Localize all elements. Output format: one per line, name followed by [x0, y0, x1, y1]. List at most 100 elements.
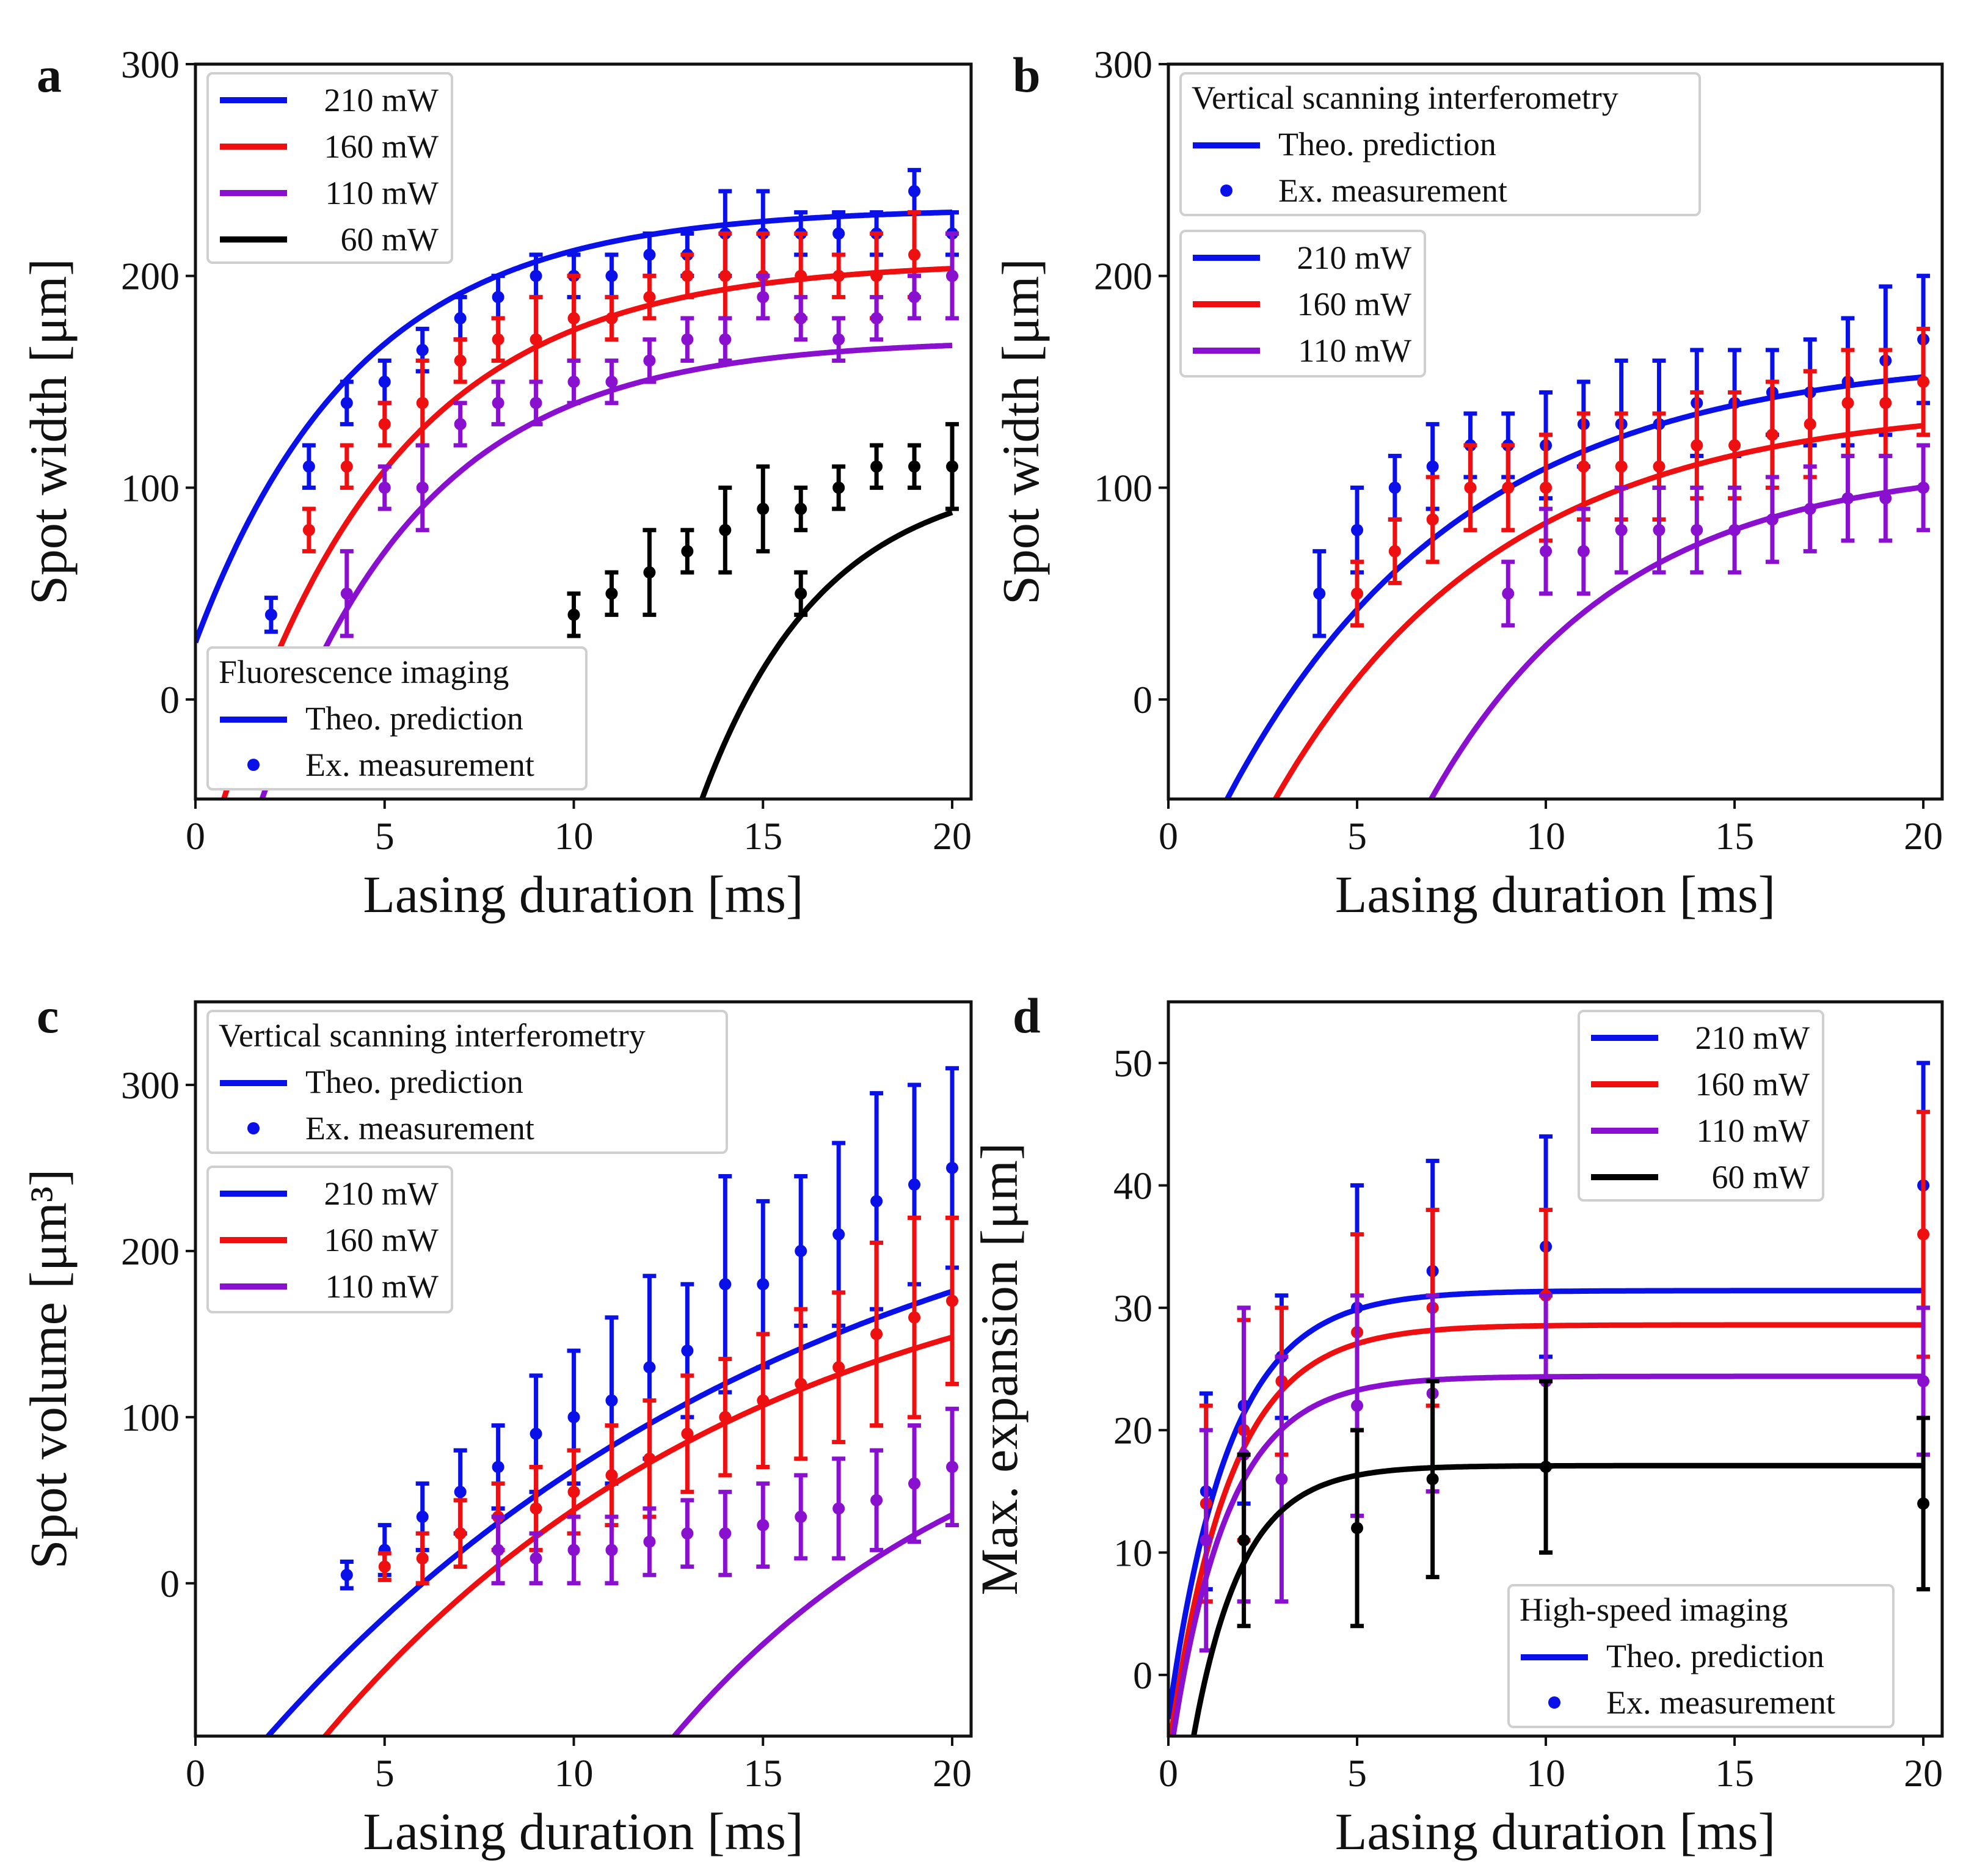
data-point — [643, 1535, 656, 1548]
data-point — [340, 460, 353, 473]
data-point — [681, 545, 694, 558]
x-axis-title: Lasing duration [ms] — [363, 1802, 803, 1861]
legend-power: 210 mW 160 mW 110 mW 60 mW — [206, 72, 453, 264]
data-point — [1351, 1522, 1364, 1535]
data-point — [567, 608, 580, 621]
data-point — [1841, 396, 1854, 409]
data-point — [1351, 1400, 1364, 1412]
x-axis-title: Lasing duration [ms] — [1335, 865, 1775, 924]
data-point — [492, 291, 504, 304]
data-point — [492, 333, 504, 346]
data-point — [340, 1569, 353, 1582]
legend-label: Ex. measurement — [1606, 1684, 1835, 1721]
x-tick-label: 10 — [1526, 814, 1565, 858]
legend-method: Fluorescence imaging Theo. prediction Ex. … — [206, 646, 588, 790]
legend-title: High-speed imaging — [1520, 1591, 1788, 1628]
data-point — [1653, 460, 1666, 473]
data-point — [1917, 376, 1930, 389]
legend-marker — [247, 1122, 260, 1134]
legend-title: Fluorescence imaging — [219, 654, 509, 690]
data-point — [1464, 481, 1477, 494]
x-tick-label: 15 — [743, 814, 782, 858]
y-tick-label: 10 — [1113, 1531, 1152, 1575]
legend-frame — [206, 72, 453, 264]
legend-title: Vertical scanning interferometry — [1192, 79, 1618, 116]
legend-label: Theo. prediction — [1278, 126, 1496, 162]
data-point — [643, 291, 656, 304]
legend-method: Vertical scanning interferometry Theo. pr… — [1179, 72, 1701, 216]
x-tick-label: 5 — [375, 814, 395, 858]
data-point — [605, 1544, 618, 1557]
data-point — [643, 354, 656, 367]
legend-label: 210 mW — [324, 82, 439, 119]
data-point — [416, 481, 429, 494]
data-point — [1502, 587, 1515, 600]
data-point — [719, 1527, 732, 1540]
data-point — [378, 481, 391, 494]
x-tick-label: 20 — [1904, 814, 1943, 858]
axis-frame — [1167, 62, 1944, 801]
series-110mW — [1428, 443, 1931, 799]
y-tick-label: 0 — [160, 1562, 180, 1605]
panel-letter: d — [1013, 988, 1041, 1043]
data-point — [908, 460, 921, 473]
legend-label: Ex. measurement — [305, 1110, 534, 1147]
legend-label: Theo. prediction — [305, 700, 523, 737]
x-tick-label: 5 — [1347, 1751, 1367, 1795]
data-point — [1313, 587, 1326, 600]
panel-d: d 0 5 10 15 20 0 10 20 30 40 50 Lasing duration [ms]… — [970, 988, 1944, 1861]
legend-label: 60 mW — [1712, 1159, 1810, 1195]
y-axis-title: Spot volume [μm³] — [19, 1169, 78, 1569]
legend-label: 160 mW — [1695, 1066, 1810, 1103]
series-110mW — [259, 231, 959, 799]
data-point — [302, 460, 315, 473]
y-tick-label: 200 — [121, 255, 180, 298]
fit-line — [1190, 1462, 1924, 1736]
legend-marker — [1548, 1696, 1560, 1709]
legend-frame — [1578, 1010, 1824, 1202]
data-point — [1804, 418, 1816, 431]
legend-power: 210 mW 160 mW 110 mW — [206, 1166, 453, 1313]
y-tick-label: 300 — [121, 1064, 180, 1107]
legend-label: 110 mW — [1697, 1112, 1810, 1149]
data-point — [1615, 524, 1628, 536]
data-point — [795, 1244, 807, 1257]
data-point — [530, 333, 542, 346]
data-point — [795, 1511, 807, 1524]
data-point — [1917, 1497, 1930, 1510]
legend-label: 210 mW — [324, 1175, 439, 1212]
data-point — [908, 1477, 921, 1490]
data-point — [1426, 513, 1439, 526]
legend-frame — [206, 1166, 453, 1313]
data-point — [908, 1311, 921, 1324]
data-point — [870, 1195, 883, 1208]
y-tick-label: 20 — [1113, 1409, 1152, 1452]
data-point — [1388, 545, 1401, 558]
x-axis-title: Lasing duration [ms] — [1335, 1802, 1775, 1861]
fit-line — [1170, 1373, 1924, 1736]
legend-title: Vertical scanning interferometry — [219, 1017, 646, 1054]
legend-label: Theo. prediction — [1606, 1638, 1824, 1674]
data-point — [530, 269, 542, 282]
data-point — [605, 1394, 618, 1407]
data-point — [946, 460, 959, 473]
data-point — [832, 1228, 845, 1241]
data-point — [1237, 1534, 1250, 1547]
data-point — [870, 1494, 883, 1506]
plot-area — [264, 1066, 959, 1736]
data-point — [1351, 587, 1364, 600]
legend-label: 110 mW — [326, 1268, 439, 1305]
data-point — [567, 376, 580, 389]
data-point — [454, 312, 467, 325]
data-point — [340, 396, 353, 409]
x-tick-label: 0 — [186, 1751, 205, 1795]
y-tick-label: 200 — [121, 1230, 180, 1273]
data-point — [719, 269, 732, 282]
y-axis-title: Max. expansion [μm] — [970, 1142, 1029, 1595]
data-point — [530, 1552, 542, 1565]
data-point — [681, 1428, 694, 1440]
data-point — [1615, 460, 1628, 473]
data-point — [832, 481, 845, 494]
y-tick-label: 0 — [1133, 1654, 1152, 1697]
